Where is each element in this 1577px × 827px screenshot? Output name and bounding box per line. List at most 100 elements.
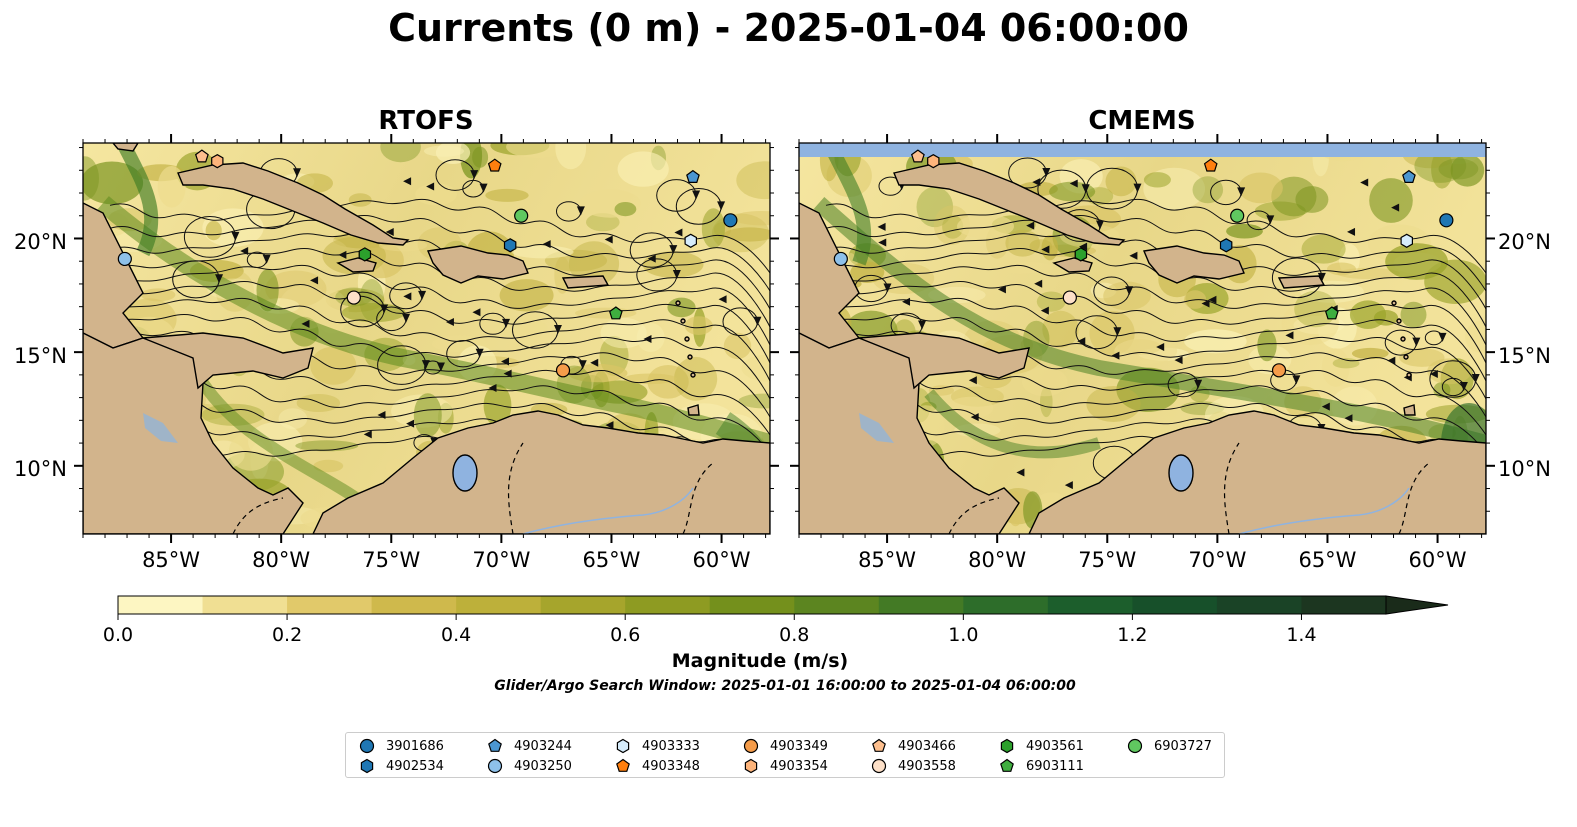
legend-label: 4903348 — [642, 758, 700, 774]
float-marker-4902534[interactable] — [503, 238, 517, 253]
float-marker-4903466[interactable] — [910, 149, 925, 163]
magnitude-patch — [1192, 176, 1224, 204]
flow-arrow — [231, 231, 240, 241]
magnitude-patch — [1431, 149, 1453, 189]
flow-arrow — [406, 419, 415, 428]
magnitude-patch — [1184, 329, 1247, 354]
flow-arrow — [385, 228, 394, 237]
float-marker-6903727[interactable] — [514, 208, 529, 223]
float-marker-3901686[interactable] — [723, 213, 738, 228]
float-marker-4903354[interactable] — [927, 154, 940, 169]
float-marker-3901686[interactable] — [1439, 213, 1454, 228]
streamline — [109, 281, 770, 364]
lon-label: 60°W — [1409, 548, 1467, 572]
float-marker-4903354[interactable] — [211, 154, 224, 169]
legend-item-4903250[interactable]: 4903250 — [486, 757, 572, 775]
float-markers — [117, 149, 738, 378]
legend-item-4903333[interactable]: 4903333 — [614, 737, 700, 755]
colorbar-cell — [1216, 596, 1302, 614]
legend-item-4903466[interactable]: 4903466 — [870, 737, 956, 755]
float-marker-6903727[interactable] — [1230, 208, 1245, 223]
float-marker-4903349[interactable] — [555, 363, 571, 378]
streamline — [109, 297, 770, 382]
float-marker-6903111[interactable] — [608, 306, 623, 320]
colorbar-cell — [540, 596, 626, 614]
flow-arrow — [1174, 356, 1183, 365]
magnitude-patch — [1114, 338, 1178, 365]
flow-arrow — [475, 348, 484, 358]
flow-arrow — [1040, 306, 1049, 315]
float-marker-4903250[interactable] — [117, 251, 132, 267]
magnitude-patch — [1427, 358, 1472, 385]
magnitude-patch — [1294, 290, 1337, 328]
magnitude-patch — [1238, 172, 1283, 204]
legend-item-4903558[interactable]: 4903558 — [870, 757, 956, 775]
magnitude-patch — [957, 214, 1014, 239]
flow-arrow — [1360, 178, 1369, 187]
float-marker-4903333[interactable] — [1400, 233, 1414, 248]
magnitude-patch — [1103, 281, 1151, 311]
legend-item-6903727[interactable]: 6903727 — [1126, 737, 1212, 755]
magnitude-patch — [990, 261, 1054, 274]
flow-arrow — [1034, 279, 1043, 288]
flow-arrow — [902, 297, 911, 306]
legend-item-6903111[interactable]: 6903111 — [998, 757, 1084, 775]
lon-label: 65°W — [1298, 548, 1356, 572]
magnitude-patch — [614, 202, 637, 217]
panel-title-rtofs: RTOFS — [378, 106, 474, 136]
float-marker-4903244[interactable] — [1402, 169, 1416, 184]
float-marker-4903244[interactable] — [686, 169, 700, 184]
magnitude-patch — [1143, 172, 1171, 188]
legend-marker-icon — [360, 758, 374, 774]
colorbar-tick-label: 1.4 — [1286, 624, 1316, 646]
float-marker-4903333[interactable] — [684, 233, 698, 248]
legend-item-4902534[interactable]: 4902534 — [358, 757, 444, 775]
magnitude-patch — [140, 288, 176, 302]
flow-arrow — [1026, 221, 1035, 230]
float-marker-4903558[interactable] — [1062, 290, 1077, 305]
flow-arrow — [470, 170, 479, 180]
magnitude-patch — [575, 307, 637, 319]
legend-marker-icon — [1000, 758, 1014, 772]
flow-arrow — [1387, 356, 1396, 365]
float-marker-4903250[interactable] — [833, 251, 848, 267]
streamline — [825, 297, 1486, 382]
flow-arrow — [1285, 331, 1294, 340]
legend-item-4903349[interactable]: 4903349 — [742, 737, 828, 755]
legend-item-4903244[interactable]: 4903244 — [486, 737, 572, 755]
flow-arrow — [669, 245, 678, 255]
streamline — [825, 281, 1486, 364]
magnitude-patch — [555, 143, 587, 170]
magnitude-patch — [1438, 158, 1479, 180]
flow-arrow — [1133, 183, 1142, 193]
legend-item-3901686[interactable]: 3901686 — [358, 737, 444, 755]
magnitude-patch — [1321, 348, 1350, 387]
flow-arrow — [240, 247, 249, 256]
float-marker-4903466[interactable] — [194, 149, 209, 163]
flow-arrow — [1321, 402, 1330, 411]
cmems-map-panel[interactable] — [771, 129, 1502, 543]
flow-arrow — [1016, 468, 1025, 477]
float-marker-4903348[interactable] — [1203, 158, 1218, 172]
flow-arrow — [403, 177, 412, 186]
float-marker-4903349[interactable] — [1271, 363, 1287, 378]
flow-arrow — [1471, 373, 1480, 383]
magnitude-patch — [1301, 234, 1346, 264]
flow-arrow — [576, 206, 585, 216]
magnitude-patch — [1042, 310, 1079, 348]
rtofs-map-panel[interactable] — [59, 126, 797, 550]
lon-label: 70°W — [1188, 548, 1246, 572]
float-marker-4903558[interactable] — [346, 290, 361, 305]
legend-item-4903354[interactable]: 4903354 — [742, 757, 828, 775]
float-marker-4903561[interactable] — [1074, 247, 1088, 262]
legend-item-4903561[interactable]: 4903561 — [998, 737, 1084, 755]
float-marker-6903111[interactable] — [1324, 306, 1339, 320]
magnitude-patch — [1327, 262, 1356, 276]
float-marker-4902534[interactable] — [1219, 238, 1233, 253]
colorbar-tick-label: 1.0 — [948, 624, 978, 646]
legend-item-4903348[interactable]: 4903348 — [614, 757, 700, 775]
magnitude-patch — [265, 270, 327, 308]
float-marker-4903348[interactable] — [487, 158, 502, 172]
flow-arrow — [578, 360, 587, 370]
float-marker-4903561[interactable] — [358, 247, 372, 262]
